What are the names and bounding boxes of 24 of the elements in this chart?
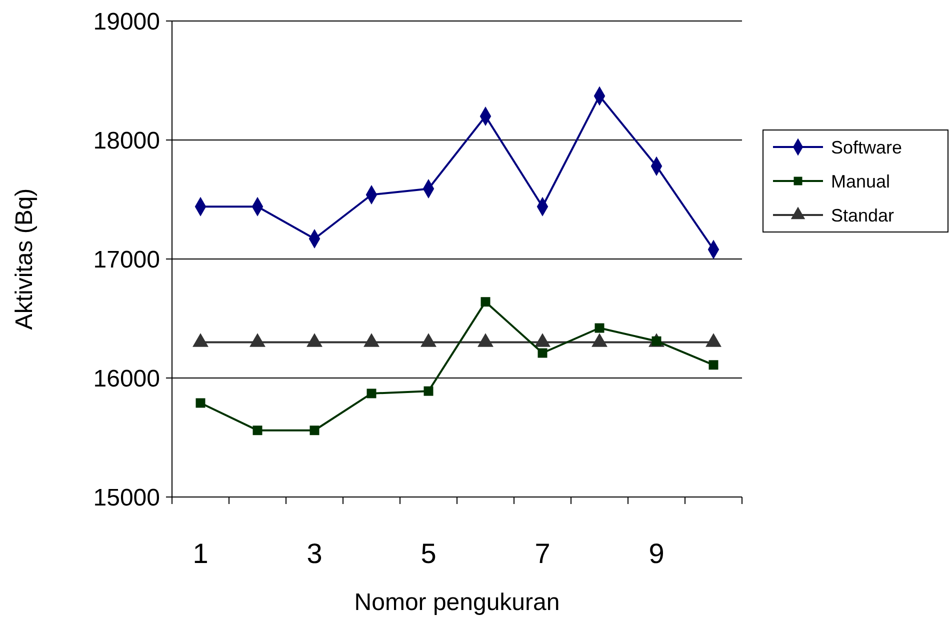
- legend-label: Software: [831, 137, 902, 158]
- x-axis-title: Nomor pengukuran: [354, 589, 560, 616]
- y-tick-label: 19000: [93, 8, 160, 36]
- point: [594, 323, 604, 333]
- y-tick-label: 15000: [93, 484, 160, 512]
- y-tick-label: 17000: [93, 246, 160, 274]
- point: [252, 426, 262, 436]
- point: [480, 297, 490, 307]
- point: [366, 388, 376, 398]
- legend-label: Manual: [831, 171, 890, 192]
- y-tick-label: 18000: [93, 127, 160, 154]
- x-tick-label: 9: [648, 538, 664, 569]
- x-tick-label: 1: [192, 538, 208, 569]
- x-tick-label: 3: [306, 538, 322, 569]
- legend-label: Standar: [831, 205, 894, 226]
- point: [538, 348, 548, 358]
- y-axis-title: Aktivitas (Bq): [11, 188, 38, 330]
- x-tick-label: 5: [420, 538, 436, 569]
- point: [310, 426, 320, 436]
- y-tick-label: 16000: [93, 365, 160, 392]
- x-tick-label: 7: [534, 538, 550, 569]
- point: [708, 360, 718, 370]
- point: [424, 386, 434, 396]
- point: [196, 398, 206, 408]
